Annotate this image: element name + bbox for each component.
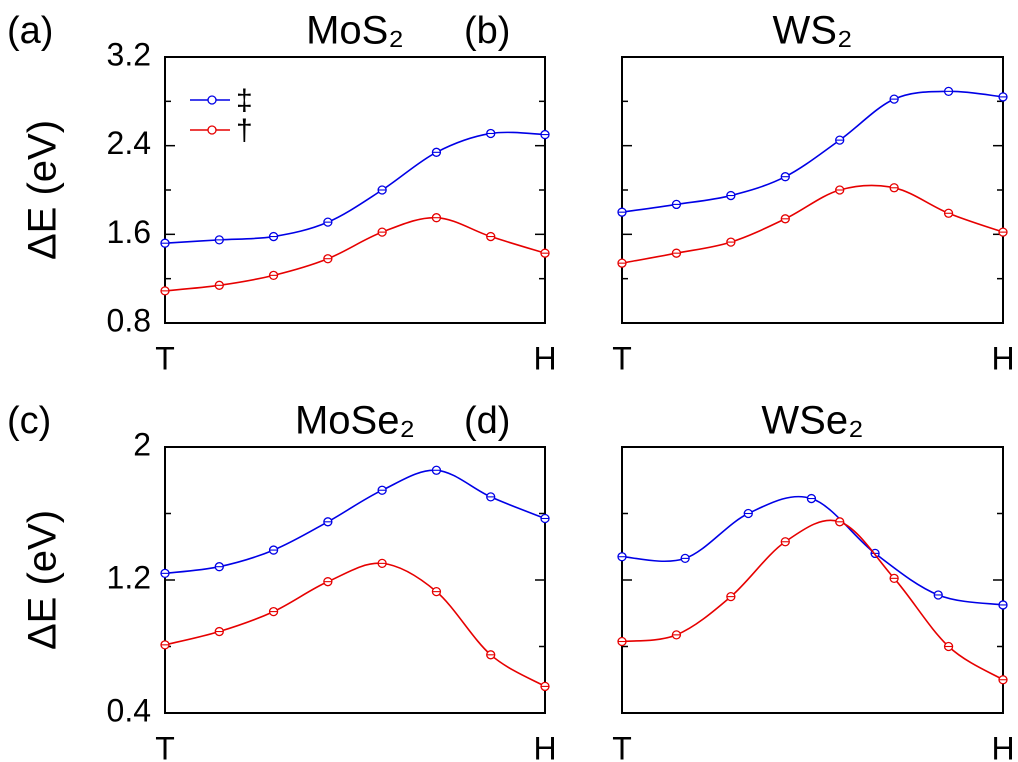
plot-frame: [621, 446, 1004, 714]
series-line: [164, 216, 546, 292]
panel-title: WS₂: [773, 9, 853, 53]
series-line: [621, 90, 1004, 213]
x-tick-label: H: [991, 340, 1014, 376]
panel-label: (b): [464, 10, 510, 52]
series-line: [621, 495, 1004, 606]
series-line: [164, 562, 546, 688]
y-tick-label: 0.4: [107, 692, 151, 728]
x-tick-label: H: [533, 340, 556, 376]
x-tick-label: H: [533, 730, 556, 762]
panel-label: (c): [7, 400, 51, 442]
y-axis-label: ΔE (eV): [21, 120, 65, 260]
y-tick-label: 1.2: [107, 559, 151, 595]
series-line: [164, 469, 546, 575]
y-tick-label: 1.6: [107, 214, 151, 250]
series-line: [164, 131, 546, 244]
plot-frame: [164, 446, 546, 714]
panel-label: (d): [464, 400, 510, 442]
x-tick-label: T: [155, 730, 175, 762]
legend-label: ‡: [236, 84, 253, 117]
series-line: [621, 519, 1004, 681]
panel-title: MoSe₂: [295, 399, 415, 443]
y-tick-label: 2.4: [107, 125, 151, 161]
panel-label: (a): [7, 10, 53, 52]
legend-marker: [207, 95, 217, 105]
panel-title: MoS₂: [306, 9, 404, 53]
plot-frame: [621, 56, 1004, 324]
y-tick-label: 0.8: [107, 302, 151, 338]
x-tick-label: T: [155, 340, 175, 376]
legend-label: †: [236, 114, 253, 147]
x-tick-label: H: [991, 730, 1014, 762]
plot-frame: [164, 56, 546, 324]
y-tick-label: 2: [133, 426, 151, 462]
y-tick-label: 3.2: [107, 36, 151, 72]
x-tick-label: T: [612, 730, 632, 762]
panel-title: WSe₂: [761, 399, 863, 443]
legend-marker: [207, 125, 217, 135]
y-axis-label: ΔE (eV): [21, 510, 65, 650]
x-tick-label: T: [612, 340, 632, 376]
